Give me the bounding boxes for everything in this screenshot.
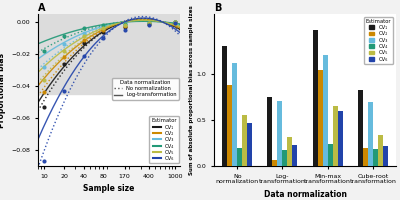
Point [61,89,67,92]
Point [41,91,48,94]
Bar [222,46,227,166]
Point [100,24,106,27]
Legend: CV₁, CV₂, CV₃, CV₄, CV₅, CV₆: CV₁, CV₂, CV₃, CV₄, CV₅, CV₆ [364,17,393,64]
Point [172,21,178,24]
Point [172,21,178,24]
Bar [292,145,297,166]
Y-axis label: Proportional bias: Proportional bias [0,52,6,128]
Point [122,25,128,28]
Point [80,27,87,30]
Bar [278,101,282,166]
Point [172,21,178,24]
Point [172,21,178,24]
Bar [363,148,368,166]
Point [80,54,87,57]
Bar [282,150,287,166]
X-axis label: Sample size: Sample size [83,184,135,193]
Point [61,35,67,38]
Bar [318,70,323,166]
Bar [323,55,328,166]
Point [41,78,48,81]
Point [122,28,128,32]
Bar [242,115,247,166]
Point [172,22,178,25]
Point [41,65,48,68]
Point [146,22,152,25]
Bar [227,85,232,166]
Point [80,32,87,35]
Point [100,28,106,32]
Point [80,38,87,41]
Text: A: A [38,3,46,13]
Point [80,41,87,44]
Point [122,24,128,27]
Point [122,23,128,26]
Point [41,160,48,163]
Point [122,22,128,25]
Point [61,56,67,59]
Bar [332,106,338,166]
Point [61,49,67,52]
Bar [328,144,332,166]
Point [146,22,152,25]
Point [100,36,106,40]
Point [61,43,67,46]
X-axis label: Data normalization: Data normalization [264,190,346,199]
Point [61,62,67,65]
Point [100,25,106,28]
Point [80,35,87,38]
Bar [272,160,278,166]
Point [146,24,152,27]
Point [146,21,152,25]
Bar [368,102,373,166]
Bar [232,63,237,166]
Point [100,30,106,33]
Bar [287,137,292,166]
Point [100,27,106,30]
Y-axis label: Sum of absolute proportional bias across sample sizes: Sum of absolute proportional bias across… [189,5,194,175]
Point [146,21,152,24]
Bar [237,148,242,166]
Bar [338,111,342,166]
Bar [383,146,388,166]
Bar [378,135,383,166]
Bar [373,149,378,166]
Bar [358,90,363,166]
Bar [247,123,252,166]
Point [41,105,48,108]
Bar [313,30,318,166]
Point [41,49,48,52]
Text: B: B [214,3,221,13]
Point [122,24,128,27]
Bar [38,14,180,94]
Legend: CV₁, CV₂, CV₃, CV₄, CV₅, CV₆: CV₁, CV₂, CV₃, CV₄, CV₅, CV₆ [149,116,179,163]
Point [146,22,152,25]
Point [172,21,178,24]
Bar [268,97,272,166]
